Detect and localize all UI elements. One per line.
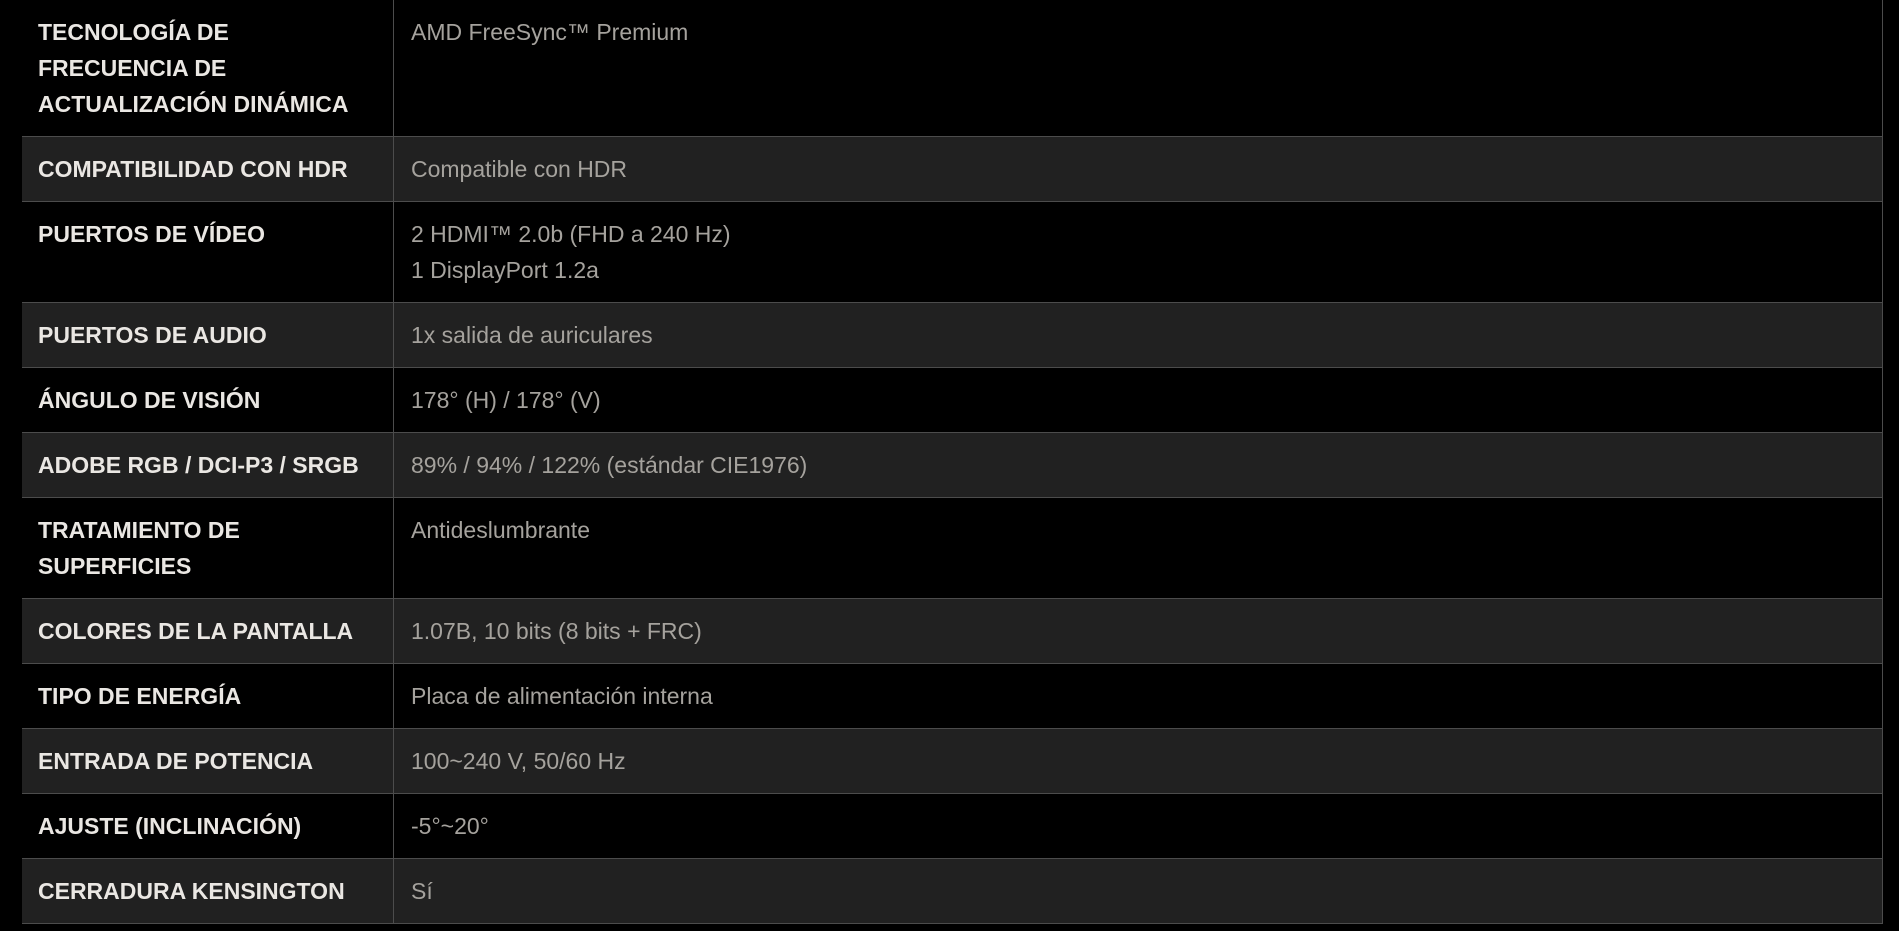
spec-row: TRATAMIENTO DE SUPERFICIES Antideslumbra… bbox=[22, 498, 1882, 599]
spec-label: PUERTOS DE VÍDEO bbox=[38, 221, 266, 247]
spec-value-cell: 178° (H) / 178° (V) bbox=[394, 368, 1882, 432]
spec-row: AJUSTE (INCLINACIÓN) -5°~20° bbox=[22, 794, 1882, 859]
spec-label-cell: ADOBE RGB / DCI-P3 / SRGB bbox=[22, 433, 394, 497]
spec-row: ENTRADA DE POTENCIA 100~240 V, 50/60 Hz bbox=[22, 729, 1882, 794]
spec-label-cell: COMPATIBILIDAD CON HDR bbox=[22, 137, 394, 201]
spec-value-line: -5°~20° bbox=[411, 813, 489, 839]
spec-value-line: 2 HDMI™ 2.0b (FHD a 240 Hz) bbox=[411, 221, 731, 247]
spec-row: TIPO DE ENERGÍA Placa de alimentación in… bbox=[22, 664, 1882, 729]
spec-label: COMPATIBILIDAD CON HDR bbox=[38, 156, 348, 182]
spec-value-line: Sí bbox=[411, 878, 433, 904]
spec-value-line: Antideslumbrante bbox=[411, 517, 590, 543]
spec-label-cell: PUERTOS DE VÍDEO bbox=[22, 202, 394, 302]
spec-label-cell: TIPO DE ENERGÍA bbox=[22, 664, 394, 728]
spec-row: CERRADURA KENSINGTON Sí bbox=[22, 859, 1882, 924]
spec-label: ADOBE RGB / DCI-P3 / SRGB bbox=[38, 452, 359, 478]
spec-value-cell: Sí bbox=[394, 859, 1882, 923]
spec-value-cell: Antideslumbrante bbox=[394, 498, 1882, 598]
spec-value-cell: Placa de alimentación interna bbox=[394, 664, 1882, 728]
spec-label-cell: ENTRADA DE POTENCIA bbox=[22, 729, 394, 793]
spec-value-line: 1.07B, 10 bits (8 bits + FRC) bbox=[411, 618, 702, 644]
spec-row: PUERTOS DE AUDIO 1x salida de auriculare… bbox=[22, 303, 1882, 368]
spec-value-line: Compatible con HDR bbox=[411, 156, 628, 182]
spec-label-cell: TECNOLOGÍA DE FRECUENCIA DE ACTUALIZACIÓ… bbox=[22, 0, 394, 136]
spec-value-cell: 1.07B, 10 bits (8 bits + FRC) bbox=[394, 599, 1882, 663]
spec-label: AJUSTE (INCLINACIÓN) bbox=[38, 813, 302, 839]
spec-value-cell: 89% / 94% / 122% (estándar CIE1976) bbox=[394, 433, 1882, 497]
spec-row: PUERTOS DE VÍDEO 2 HDMI™ 2.0b (FHD a 240… bbox=[22, 202, 1882, 303]
spec-label: ÁNGULO DE VISIÓN bbox=[38, 387, 261, 413]
spec-label: TRATAMIENTO DE SUPERFICIES bbox=[38, 517, 240, 579]
spec-label-cell: CERRADURA KENSINGTON bbox=[22, 859, 394, 923]
spec-label: CERRADURA KENSINGTON bbox=[38, 878, 345, 904]
spec-label: ENTRADA DE POTENCIA bbox=[38, 748, 314, 774]
spec-label-cell: ÁNGULO DE VISIÓN bbox=[22, 368, 394, 432]
spec-value-line: 178° (H) / 178° (V) bbox=[411, 387, 601, 413]
spec-value-cell: 100~240 V, 50/60 Hz bbox=[394, 729, 1882, 793]
spec-label: COLORES DE LA PANTALLA bbox=[38, 618, 354, 644]
spec-value-line: Placa de alimentación interna bbox=[411, 683, 713, 709]
spec-label: PUERTOS DE AUDIO bbox=[38, 322, 267, 348]
spec-label-cell: PUERTOS DE AUDIO bbox=[22, 303, 394, 367]
spec-label-cell: AJUSTE (INCLINACIÓN) bbox=[22, 794, 394, 858]
spec-row: ÁNGULO DE VISIÓN 178° (H) / 178° (V) bbox=[22, 368, 1882, 433]
spec-label-cell: COLORES DE LA PANTALLA bbox=[22, 599, 394, 663]
spec-value-line: 1x salida de auriculares bbox=[411, 322, 653, 348]
spec-value-cell: 1x salida de auriculares bbox=[394, 303, 1882, 367]
spec-value-cell: -5°~20° bbox=[394, 794, 1882, 858]
spec-label: TIPO DE ENERGÍA bbox=[38, 683, 242, 709]
spec-label-cell: TRATAMIENTO DE SUPERFICIES bbox=[22, 498, 394, 598]
spec-row: ADOBE RGB / DCI-P3 / SRGB 89% / 94% / 12… bbox=[22, 433, 1882, 498]
spec-value-line: 100~240 V, 50/60 Hz bbox=[411, 748, 626, 774]
spec-value-cell: 2 HDMI™ 2.0b (FHD a 240 Hz) 1 DisplayPort… bbox=[394, 202, 1882, 302]
spec-row: TECNOLOGÍA DE FRECUENCIA DE ACTUALIZACIÓ… bbox=[22, 0, 1882, 137]
spec-label: TECNOLOGÍA DE FRECUENCIA DE ACTUALIZACIÓ… bbox=[38, 19, 349, 117]
spec-value-line: 89% / 94% / 122% (estándar CIE1976) bbox=[411, 452, 808, 478]
spec-value-cell: AMD FreeSync™ Premium bbox=[394, 0, 1882, 136]
spec-row: COMPATIBILIDAD CON HDR Compatible con HD… bbox=[22, 137, 1882, 202]
spec-value-line: AMD FreeSync™ Premium bbox=[411, 19, 689, 45]
spec-value-line: 1 DisplayPort 1.2a bbox=[411, 257, 599, 283]
spec-table: TECNOLOGÍA DE FRECUENCIA DE ACTUALIZACIÓ… bbox=[22, 0, 1883, 924]
spec-value-cell: Compatible con HDR bbox=[394, 137, 1882, 201]
spec-row: COLORES DE LA PANTALLA 1.07B, 10 bits (8… bbox=[22, 599, 1882, 664]
